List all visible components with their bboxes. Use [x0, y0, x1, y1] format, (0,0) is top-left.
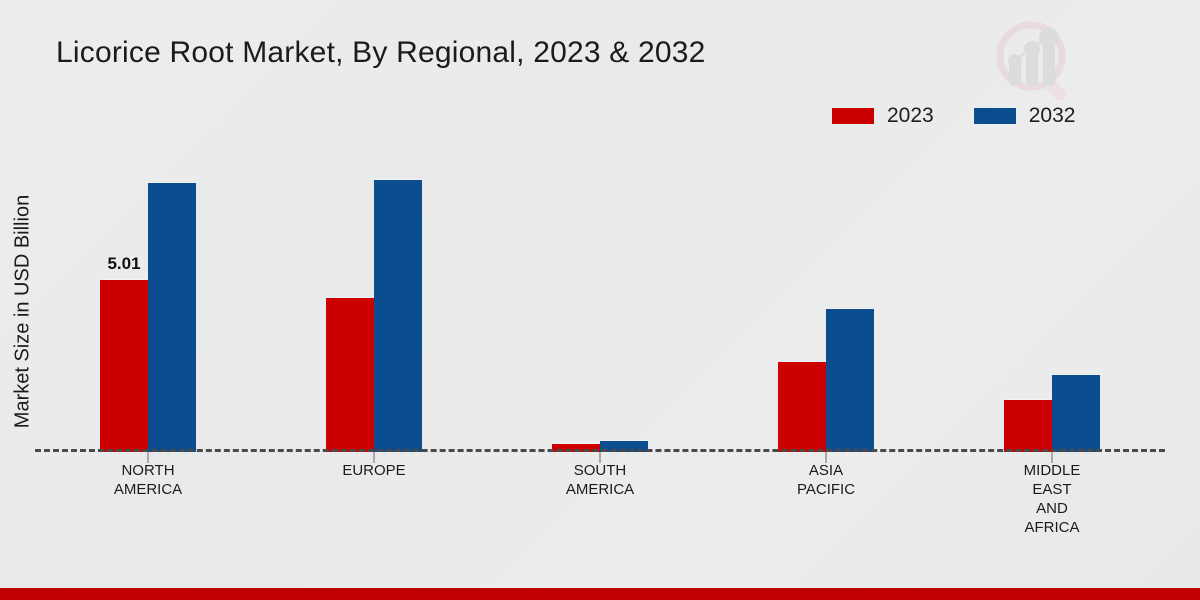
x-axis-label-europe: EUROPE [261, 461, 487, 537]
bar-pair [552, 150, 648, 452]
bar-group [261, 150, 487, 463]
x-axis-label-asia-pacific: ASIA PACIFIC [713, 461, 939, 537]
y-axis-title: Market Size in USD Billion [11, 194, 34, 429]
x-axis-label-line: AMERICA [113, 481, 183, 498]
x-axis-label-south-america: SOUTH AMERICA [487, 461, 713, 537]
x-axis-tick [825, 452, 827, 463]
x-axis-label-north-america: NORTH AMERICA [35, 461, 261, 537]
bar-pair [778, 150, 874, 452]
x-axis-label-line: AND [1036, 500, 1068, 517]
x-axis-category-labels: NORTH AMERICA EUROPE SOUTH AMERICA ASIA PACIFI… [35, 461, 1165, 537]
bar-group [713, 150, 939, 463]
bar-2023[interactable] [1004, 399, 1052, 452]
x-axis-tick [373, 452, 375, 463]
x-axis-label-line: AFRICA [1024, 519, 1080, 536]
x-axis-label-line: SOUTH [573, 462, 627, 479]
bar-value-label: 5.01 [107, 254, 141, 273]
legend-item-2023[interactable]: 2023 [832, 104, 934, 128]
bar-pair [326, 150, 422, 452]
x-axis-tick [599, 452, 601, 463]
bar-2023[interactable]: 5.01 [100, 254, 148, 452]
x-axis-tick [1051, 452, 1053, 463]
legend-swatch-2032 [973, 108, 1016, 124]
legend-label-2032: 2032 [1028, 104, 1076, 127]
x-axis-label-line: ASIA [808, 462, 844, 479]
x-axis-label-middle-east-and-africa: MIDDLE EAST AND AFRICA [939, 461, 1165, 537]
bottom-accent-band [0, 588, 1200, 600]
bar-2032[interactable] [826, 308, 874, 452]
bar-2032[interactable] [1052, 374, 1100, 452]
x-axis-baseline [35, 449, 1165, 452]
x-axis-label-line: NORTH [121, 462, 175, 479]
bar-2032[interactable] [374, 179, 422, 452]
bar-2023[interactable] [778, 361, 826, 452]
x-axis-tick [147, 452, 149, 463]
bar-group [939, 150, 1165, 463]
bar-2023[interactable] [552, 443, 600, 452]
x-axis-label-line: EAST [1032, 481, 1072, 498]
chart-legend: 2023 2032 [832, 104, 1075, 128]
page-title: Licorice Root Market, By Regional, 2023 … [56, 36, 706, 69]
x-axis-label-line: MIDDLE [1023, 462, 1081, 479]
bar-pair: 5.01 [100, 150, 196, 452]
plot-area: 5.01 [35, 150, 1165, 463]
bar-2032[interactable] [148, 182, 196, 452]
x-axis-label-line: AMERICA [565, 481, 635, 498]
bar-2023[interactable] [326, 297, 374, 452]
x-axis-label-line: PACIFIC [796, 481, 856, 498]
magnifier-bar-chart-logo-icon [985, 14, 1081, 106]
x-axis-label-line: EUROPE [342, 462, 406, 479]
bar-group [487, 150, 713, 463]
bar-groups: 5.01 [35, 150, 1165, 463]
legend-swatch-2023 [832, 108, 874, 124]
legend-item-2032[interactable]: 2032 [973, 104, 1076, 128]
bar-pair [1004, 150, 1100, 452]
legend-label-2023: 2023 [887, 104, 934, 127]
bar-group: 5.01 [35, 150, 261, 463]
